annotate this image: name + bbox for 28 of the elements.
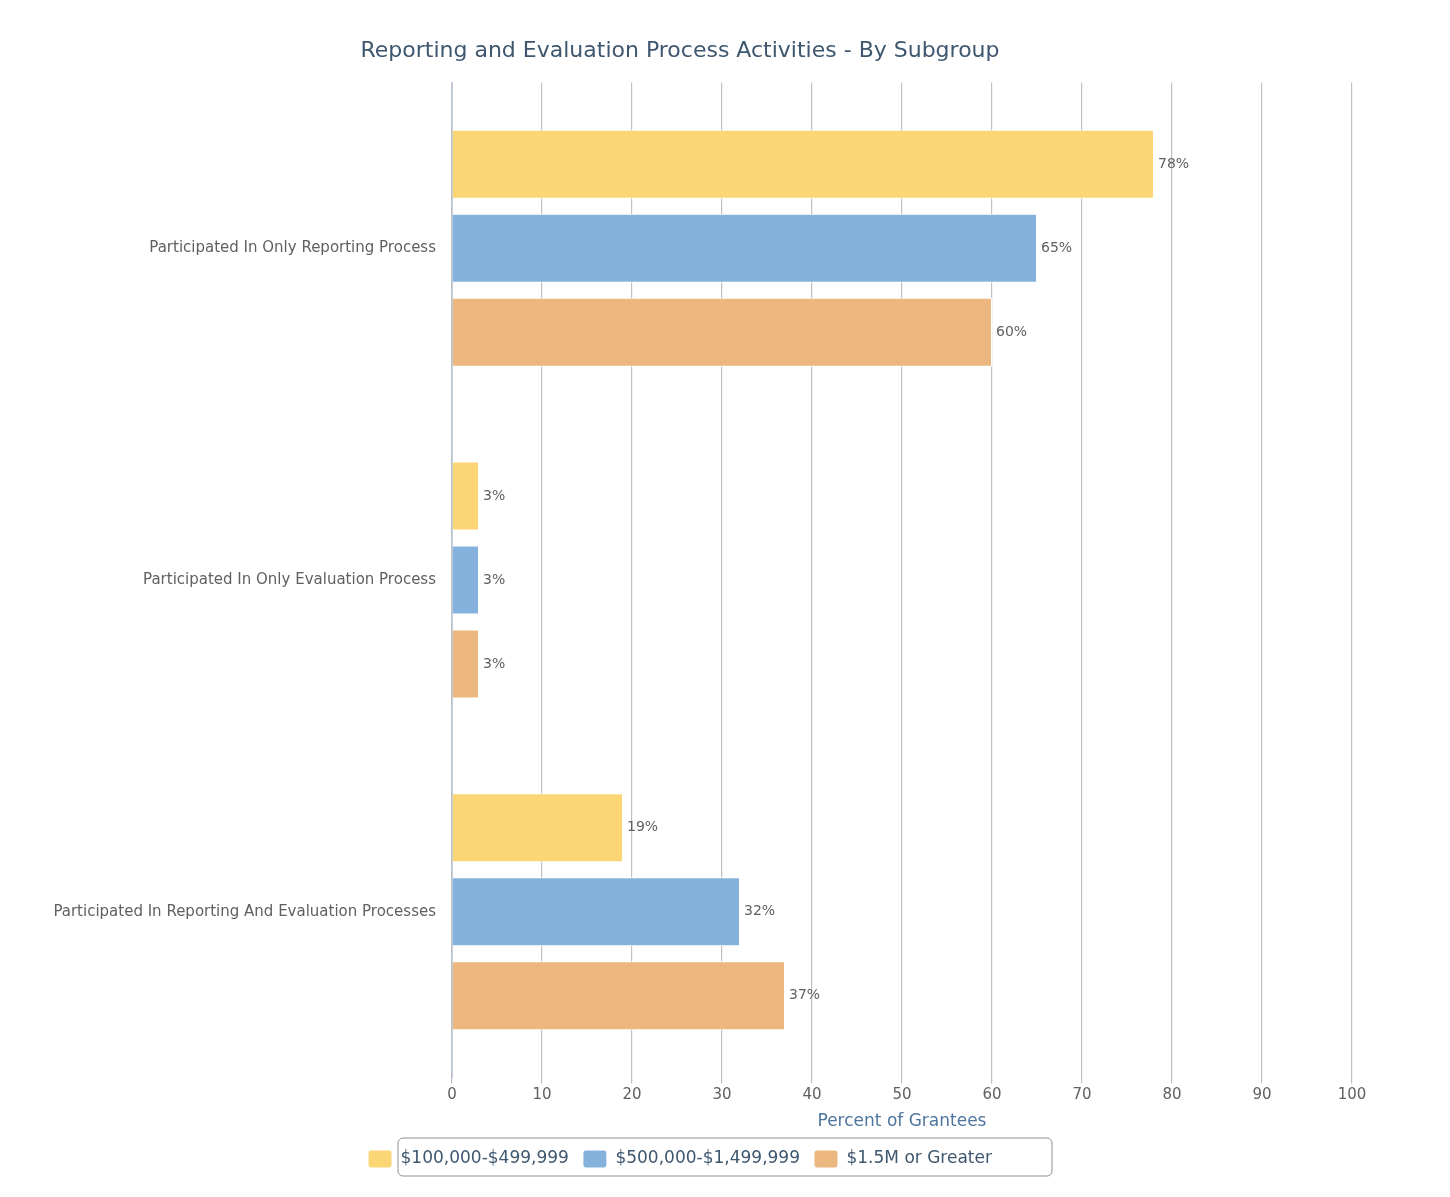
x-tick-label: 90	[1252, 1085, 1272, 1104]
x-axis-title: Percent of Grantees	[817, 1110, 987, 1131]
data-label: 37%	[789, 986, 821, 1003]
x-tick-label: 30	[712, 1085, 732, 1104]
data-label: 3%	[483, 570, 506, 587]
data-label: 3%	[483, 654, 506, 671]
x-tick-label: 10	[532, 1085, 552, 1104]
y-tick-label: Participated In Only Reporting Process	[149, 238, 437, 257]
data-label: 78%	[1158, 154, 1190, 171]
x-tick-label: 70	[1072, 1085, 1092, 1104]
legend-label: $500,000-$1,499,999	[615, 1147, 800, 1168]
x-tick-label: 100	[1337, 1085, 1367, 1104]
data-label: 60%	[996, 322, 1028, 339]
x-tick-label: 80	[1162, 1085, 1182, 1104]
data-label: 32%	[744, 902, 776, 919]
legend-label: $100,000-$499,999	[400, 1147, 569, 1168]
y-tick-label: Participated In Reporting And Evaluation Processes	[53, 901, 437, 920]
chart-title: Reporting and Evaluation Process Activities - By Subgroup	[360, 36, 1000, 62]
x-tick-label: 40	[802, 1085, 822, 1104]
x-tick-label: 60	[982, 1085, 1002, 1104]
x-tick-label: 0	[447, 1085, 457, 1104]
data-label: 19%	[627, 818, 659, 835]
data-label: 3%	[483, 486, 506, 503]
x-tick-label: 50	[892, 1085, 912, 1104]
data-label: 65%	[1041, 238, 1073, 255]
x-tick-label: 20	[622, 1085, 642, 1104]
legend-label: $1.5M or Greater	[846, 1147, 992, 1168]
y-tick-label: Participated In Only Evaluation Process	[143, 569, 437, 588]
